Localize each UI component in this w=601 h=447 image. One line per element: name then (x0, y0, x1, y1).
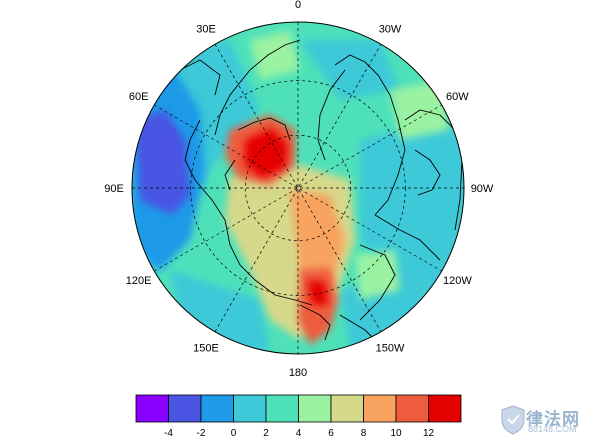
lon-label-lon-120e: 120E (126, 275, 152, 287)
novaya-zemlya (237, 117, 291, 141)
lon-label-lon-60e: 60E (129, 91, 149, 103)
lon-label-lon-150w: 150W (376, 342, 405, 354)
colorbar-boxes (135, 394, 462, 423)
lon-label-lon-0: 0 (295, 0, 301, 11)
colorbar-box-6 (298, 394, 332, 423)
latitude-circle-60 (190, 80, 406, 296)
lon-label-lon-60w: 60W (446, 91, 469, 103)
field-max-core (245, 128, 288, 178)
lon-label-lon-180: 180 (289, 367, 307, 379)
lon-label-lon-30e: 30E (196, 24, 216, 36)
meridian-line (154, 104, 442, 272)
colorbar-labels: -4 -2 0 2 4 6 8 10 12 (164, 428, 434, 439)
chukotka-coast (299, 304, 331, 341)
colorbar-label: 8 (361, 428, 367, 439)
lon-label-lon-30w: 30W (379, 24, 402, 36)
lon-label-lon-120w: 120W (443, 275, 472, 287)
watermark-title: 律法网 (526, 410, 580, 429)
greenland-east-coast (317, 69, 346, 161)
lon-label-lon-90e: 90E (104, 183, 124, 195)
colorbar: -4 -2 0 2 4 6 8 10 12 (135, 394, 462, 439)
colorbar-box-10 (428, 394, 462, 423)
watermark: 律法网 88148.COM (498, 403, 598, 437)
meridian-line (154, 104, 442, 272)
colorbar-box-8 (363, 394, 397, 423)
coastlines (179, 39, 463, 346)
lon-label-lon-150e: 150E (193, 342, 219, 354)
watermark-url: 88148.COM (528, 424, 577, 434)
siberia-coast (184, 119, 313, 306)
baffin-island (414, 149, 441, 196)
colorbar-label: 6 (328, 428, 334, 439)
colorbar-box-1 (135, 394, 169, 423)
lon-label-lon-90w: 90W (471, 183, 494, 195)
map-border (131, 21, 465, 355)
colorbar-label: -4 (164, 428, 173, 439)
field-cool-min (150, 128, 182, 170)
field-secondary-outer (298, 268, 338, 345)
colorbar-label: 10 (390, 428, 402, 439)
field-secondary-core (308, 280, 328, 305)
meridian-line (214, 44, 382, 332)
colorbar-box-9 (395, 394, 429, 423)
alaska-north-coast (359, 244, 396, 321)
colorbar-box-2 (168, 394, 202, 423)
greenland-coast (334, 54, 406, 216)
taymyr-coast (224, 159, 236, 191)
field-warm-ocean-core (290, 190, 345, 290)
colorbar-label: -2 (197, 428, 206, 439)
meridian-line (214, 44, 382, 332)
latitude-circle-75 (244, 134, 352, 242)
canadian-archipelago (374, 214, 441, 261)
norway-coast (214, 39, 301, 136)
colorbar-box-7 (330, 394, 364, 423)
longitude-labels: 0 30W 60W 90W 120W 150W 180 150E 120E 90E 60E 30E (104, 0, 494, 379)
graticule (132, 22, 464, 354)
anomaly-field (132, 22, 464, 354)
scandinavia-inland (179, 59, 221, 96)
colorbar-box-4 (233, 394, 267, 423)
field-patch-north (250, 30, 300, 80)
colorbar-box-5 (265, 394, 299, 423)
colorbar-label: 12 (423, 428, 435, 439)
colorbar-label: 2 (263, 428, 269, 439)
colorbar-box-3 (200, 394, 234, 423)
colorbar-label: 0 (231, 428, 237, 439)
shield-icon (501, 405, 525, 435)
colorbar-label: 4 (296, 428, 302, 439)
